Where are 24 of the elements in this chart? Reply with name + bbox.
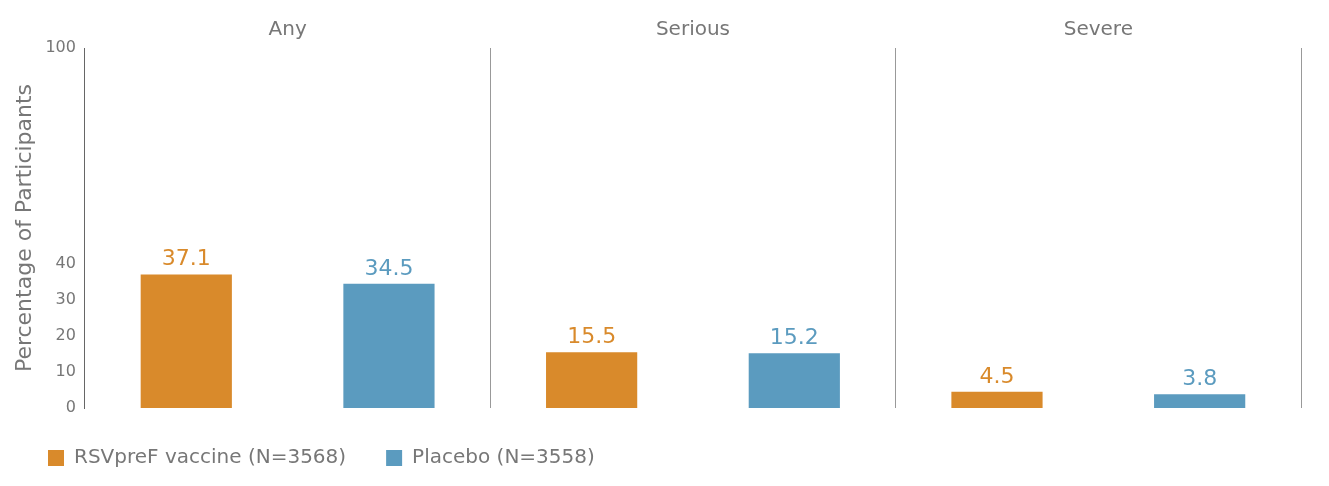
bar [951,391,1043,408]
y-tick-label: 40 [55,253,76,273]
bar [1154,394,1246,408]
data-label: 3.8 [1182,365,1218,391]
data-label: 15.2 [769,324,819,349]
bar [546,352,638,408]
bar [343,283,435,408]
data-label: 34.5 [364,254,414,280]
legend-label: RSVpreF vaccine (N=3568) [74,444,347,469]
x-tick-label: Severe [1063,16,1133,41]
data-label: 37.1 [161,245,211,271]
y-tick-label: 30 [55,289,76,309]
legend-label: Placebo (N=3558) [412,444,595,469]
y-tick-label: 20 [55,325,76,345]
bar [140,274,232,408]
y-tick-label: 100 [45,37,76,57]
bar [748,353,840,408]
data-label: 15.5 [567,322,617,348]
x-tick-label: Any [268,16,307,41]
y-tick-label: 10 [55,361,76,381]
data-label: 4.5 [979,362,1015,388]
y-axis-title: Percentage of Participants [10,83,36,373]
y-tick-label: 0 [65,397,76,417]
x-tick-label: Serious [655,16,731,41]
